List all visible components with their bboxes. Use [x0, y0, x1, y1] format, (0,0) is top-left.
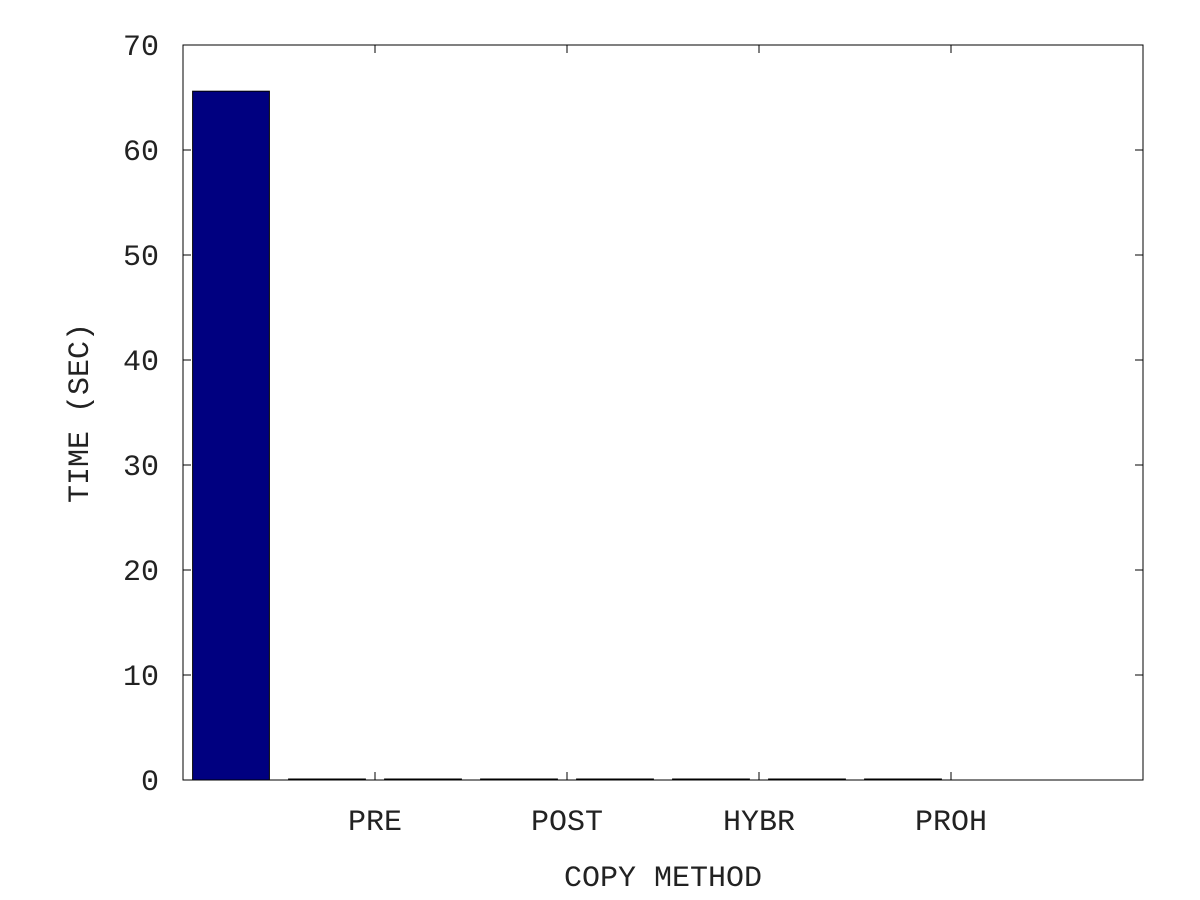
y-tick-label: 40 — [123, 346, 159, 380]
x-tick-label: PRE — [348, 806, 402, 840]
y-tick-label: 30 — [123, 451, 159, 485]
ticks-layer: 0 10 20 30 40 50 60 70 PRE POST HYBR PROH — [123, 31, 1143, 840]
y-axis-label: TIME (SEC) — [64, 323, 98, 503]
x-axis-label: COPY METHOD — [564, 862, 762, 896]
x-tick-label: HYBR — [723, 806, 795, 840]
x-tick-label: PROH — [915, 806, 987, 840]
y-tick-label: 60 — [123, 136, 159, 170]
x-tick-label: POST — [531, 806, 603, 840]
y-tick-label: 20 — [123, 556, 159, 590]
bar-1 — [192, 90, 270, 781]
y-tick-label: 10 — [123, 661, 159, 695]
y-tick-label: 70 — [123, 31, 159, 65]
plot-frame — [182, 44, 1144, 781]
y-tick-label: 50 — [123, 241, 159, 275]
y-tick-label: 0 — [141, 766, 159, 800]
